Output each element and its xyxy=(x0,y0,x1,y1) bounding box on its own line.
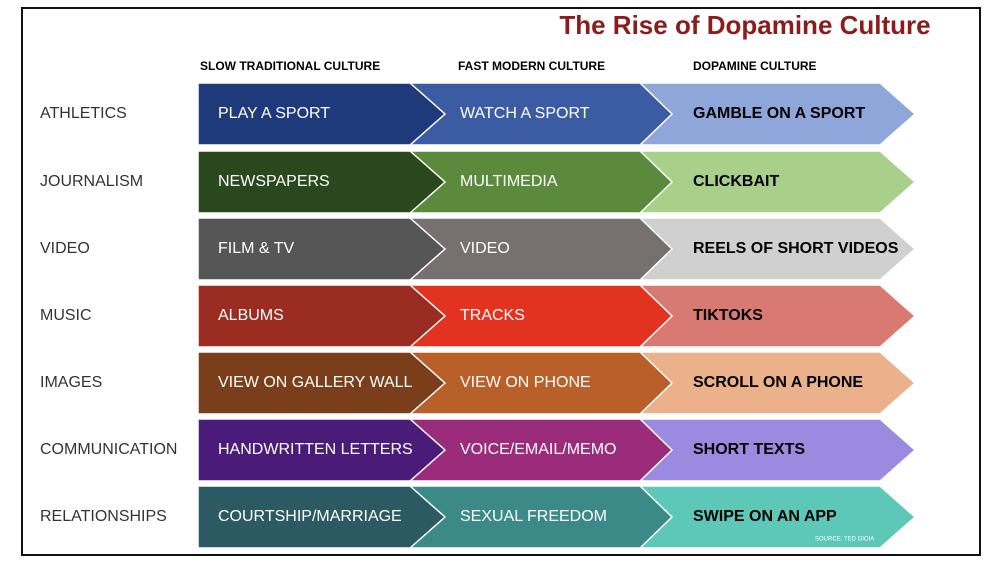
cell-text: SWIPE ON AN APP xyxy=(693,508,837,525)
row-label: IMAGES xyxy=(40,374,102,391)
cell-text: VIEW ON PHONE xyxy=(460,374,591,391)
column-header: DOPAMINE CULTURE xyxy=(693,59,817,73)
chevron xyxy=(197,485,447,549)
cell-text: VIEW ON GALLERY WALL xyxy=(218,374,413,391)
column-header: SLOW TRADITIONAL CULTURE xyxy=(200,59,380,73)
chevron xyxy=(197,418,447,482)
cell-text: PLAY A SPORT xyxy=(218,105,330,122)
cell-text: CLICKBAIT xyxy=(693,173,779,190)
cell-text: MULTIMEDIA xyxy=(460,173,558,190)
chevron xyxy=(197,150,447,214)
chevron xyxy=(409,284,674,348)
cell-text: FILM & TV xyxy=(218,240,294,257)
column-header: FAST MODERN CULTURE xyxy=(458,59,605,73)
row-label: JOURNALISM xyxy=(40,173,143,190)
chevron xyxy=(197,351,447,415)
cell-text: SCROLL ON A PHONE xyxy=(693,374,863,391)
chevron xyxy=(197,284,447,348)
cell-text: TRACKS xyxy=(460,307,525,324)
row-label: RELATIONSHIPS xyxy=(40,508,167,525)
source: SOURCE: TED GIOIA xyxy=(815,537,874,543)
cell-text: VIDEO xyxy=(460,240,510,257)
cell-text: GAMBLE ON A SPORT xyxy=(693,105,865,122)
title: The Rise of Dopamine Culture xyxy=(559,10,930,40)
cell-text: HANDWRITTEN LETTERS xyxy=(218,441,413,458)
chevron xyxy=(639,284,917,348)
cell-text: NEWSPAPERS xyxy=(218,173,330,190)
cell-text: VOICE/EMAIL/MEMO xyxy=(460,441,616,458)
cell-text: COURTSHIP/MARRIAGE xyxy=(218,508,402,525)
cell-text: ALBUMS xyxy=(218,307,284,324)
row-label: COMMUNICATION xyxy=(40,441,177,458)
row-label: ATHLETICS xyxy=(40,105,127,122)
cell-text: SHORT TEXTS xyxy=(693,441,805,458)
chevron xyxy=(197,217,447,281)
chevron xyxy=(409,217,674,281)
row-label: MUSIC xyxy=(40,307,92,324)
row-label: VIDEO xyxy=(40,240,90,257)
cell-text: REELS OF SHORT VIDEOS xyxy=(693,240,899,257)
cell-text: TIKTOKS xyxy=(693,307,763,324)
chevron xyxy=(197,82,447,146)
cell-text: WATCH A SPORT xyxy=(460,105,590,122)
cell-text: SEXUAL FREEDOM xyxy=(460,508,607,525)
